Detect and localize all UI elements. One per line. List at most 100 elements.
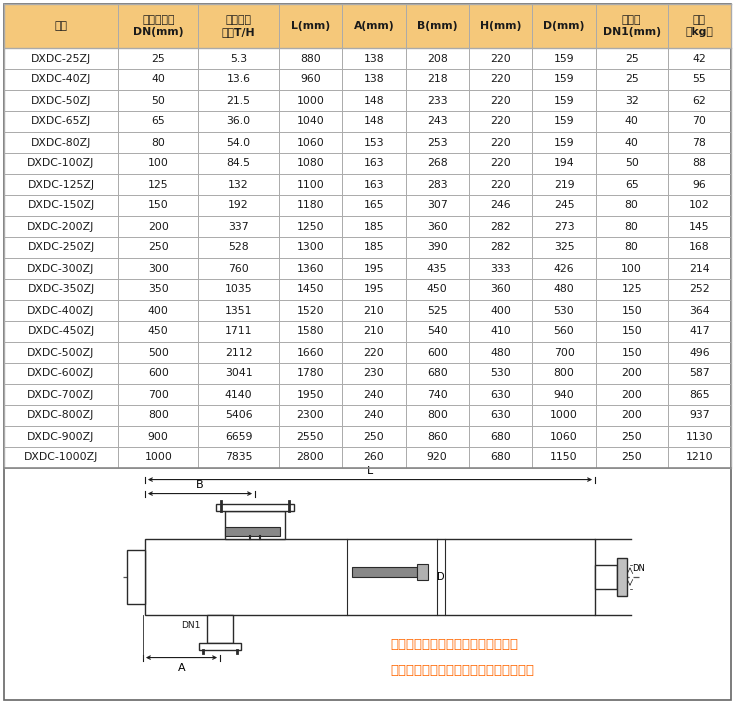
Text: 240: 240 — [364, 389, 384, 399]
Text: 1180: 1180 — [297, 201, 324, 210]
Text: B: B — [196, 479, 204, 489]
Text: 138: 138 — [364, 54, 384, 63]
Text: 1100: 1100 — [296, 180, 324, 189]
Text: 125: 125 — [621, 284, 642, 294]
Text: 100: 100 — [148, 158, 169, 168]
Text: 80: 80 — [625, 222, 639, 232]
Text: 2112: 2112 — [225, 348, 252, 358]
Text: 40: 40 — [625, 137, 639, 148]
Text: 1450: 1450 — [297, 284, 324, 294]
Text: 480: 480 — [490, 348, 511, 358]
Text: 500: 500 — [148, 348, 169, 358]
Text: 55: 55 — [692, 75, 706, 84]
Text: 192: 192 — [229, 201, 249, 210]
Text: 246: 246 — [490, 201, 511, 210]
Text: 1080: 1080 — [296, 158, 324, 168]
Text: 25: 25 — [625, 75, 639, 84]
Text: 163: 163 — [364, 180, 384, 189]
Text: 200: 200 — [621, 410, 642, 420]
Bar — [225, 527, 280, 536]
Text: 400: 400 — [148, 306, 169, 315]
Text: 350: 350 — [148, 284, 168, 294]
Text: 1351: 1351 — [225, 306, 252, 315]
Text: 865: 865 — [689, 389, 709, 399]
Text: 该水处理仪适合安装于直角拐弯处，: 该水处理仪适合安装于直角拐弯处， — [390, 638, 518, 650]
Text: A(mm): A(mm) — [354, 21, 394, 31]
Text: 220: 220 — [490, 116, 511, 127]
Text: 800: 800 — [427, 410, 448, 420]
Text: 65: 65 — [151, 116, 165, 127]
Text: DXDC-25ZJ: DXDC-25ZJ — [31, 54, 91, 63]
Text: 25: 25 — [151, 54, 165, 63]
Bar — [225, 510, 285, 539]
Text: 50: 50 — [151, 96, 165, 106]
Text: 390: 390 — [427, 242, 448, 253]
Text: 200: 200 — [621, 389, 642, 399]
Text: 102: 102 — [689, 201, 710, 210]
Text: 700: 700 — [148, 389, 169, 399]
Text: 100: 100 — [621, 263, 642, 273]
Text: 220: 220 — [490, 158, 511, 168]
Text: 253: 253 — [427, 137, 448, 148]
Text: 260: 260 — [364, 453, 384, 463]
Text: DXDC-800ZJ: DXDC-800ZJ — [27, 410, 95, 420]
Text: 7835: 7835 — [225, 453, 252, 463]
Text: 165: 165 — [364, 201, 384, 210]
Text: 进出口直径
DN(mm): 进出口直径 DN(mm) — [133, 15, 184, 37]
Text: 88: 88 — [692, 158, 706, 168]
Text: 排污口
DN1(mm): 排污口 DN1(mm) — [603, 15, 661, 37]
Text: A: A — [178, 662, 185, 672]
Text: 740: 740 — [427, 389, 448, 399]
Text: 最大处理
流量T/H: 最大处理 流量T/H — [222, 15, 255, 37]
Text: 159: 159 — [553, 137, 574, 148]
Text: 185: 185 — [364, 222, 384, 232]
Text: 50: 50 — [625, 158, 639, 168]
Text: 159: 159 — [553, 96, 574, 106]
Text: DXDC-500ZJ: DXDC-500ZJ — [27, 348, 95, 358]
Text: DN: DN — [632, 564, 645, 573]
Text: 960: 960 — [300, 75, 320, 84]
Text: 54.0: 54.0 — [226, 137, 251, 148]
Text: 220: 220 — [490, 137, 511, 148]
Text: 210: 210 — [364, 306, 384, 315]
Text: DXDC-300ZJ: DXDC-300ZJ — [27, 263, 95, 273]
Text: 200: 200 — [148, 222, 169, 232]
Text: 214: 214 — [689, 263, 709, 273]
Text: 70: 70 — [692, 116, 706, 127]
Text: 13.6: 13.6 — [226, 75, 251, 84]
Text: 1780: 1780 — [297, 368, 324, 379]
Text: 364: 364 — [689, 306, 709, 315]
Text: DXDC-900ZJ: DXDC-900ZJ — [27, 432, 95, 441]
Text: 587: 587 — [689, 368, 709, 379]
Text: 800: 800 — [148, 410, 169, 420]
Text: DN: DN — [248, 520, 262, 529]
Text: L: L — [367, 465, 373, 476]
Text: 且需水处理仪本身具备过滤功能的系统中: 且需水处理仪本身具备过滤功能的系统中 — [390, 665, 534, 677]
Text: 410: 410 — [490, 327, 511, 337]
Text: 62: 62 — [692, 96, 706, 106]
Text: 159: 159 — [553, 75, 574, 84]
Text: 450: 450 — [427, 284, 448, 294]
Text: 40: 40 — [625, 116, 639, 127]
Text: 1035: 1035 — [225, 284, 252, 294]
Text: 210: 210 — [364, 327, 384, 337]
Text: 243: 243 — [427, 116, 448, 127]
Text: 32: 32 — [625, 96, 639, 106]
Text: 1950: 1950 — [297, 389, 324, 399]
Text: 600: 600 — [148, 368, 169, 379]
Text: 219: 219 — [553, 180, 574, 189]
Text: 168: 168 — [689, 242, 709, 253]
Text: 2300: 2300 — [296, 410, 324, 420]
Text: DXDC-50ZJ: DXDC-50ZJ — [31, 96, 91, 106]
Text: 530: 530 — [553, 306, 575, 315]
Text: DXDC-600ZJ: DXDC-600ZJ — [27, 368, 95, 379]
Text: 220: 220 — [364, 348, 384, 358]
Text: DXDC-350ZJ: DXDC-350ZJ — [27, 284, 95, 294]
Text: 220: 220 — [490, 180, 511, 189]
Text: 250: 250 — [364, 432, 384, 441]
Text: 220: 220 — [490, 54, 511, 63]
Text: 600: 600 — [427, 348, 448, 358]
Text: 1360: 1360 — [297, 263, 324, 273]
Text: 195: 195 — [364, 284, 384, 294]
Text: 937: 937 — [689, 410, 709, 420]
